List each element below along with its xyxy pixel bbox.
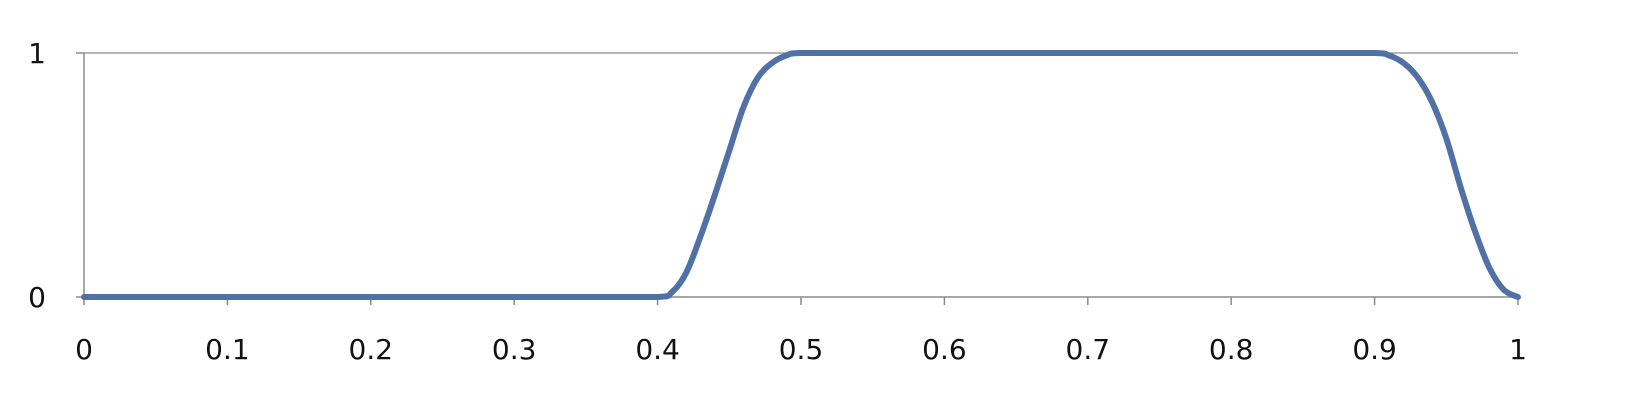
series-line: [81, 50, 1521, 300]
y-tick-label: 1: [28, 37, 46, 70]
x-tick-label: 0.9: [1352, 333, 1397, 366]
x-tick-label: 0: [75, 333, 93, 366]
x-tick-label: 0.1: [205, 333, 250, 366]
x-tick-label: 0.4: [635, 333, 680, 366]
x-tick-label: 0.2: [349, 333, 394, 366]
x-tick-label: 0.7: [1066, 333, 1111, 366]
series-layer: [81, 50, 1521, 300]
tick-labels: 0 1 0 0.1 0.2 0.3 0.4 0.5 0.6 0.7 0.8 0.9 1: [28, 37, 1527, 366]
x-tick-label: 1: [1509, 333, 1527, 366]
y-tick-label: 0: [28, 281, 46, 314]
x-tick-label: 0.3: [492, 333, 537, 366]
x-tick-label: 0.8: [1209, 333, 1254, 366]
x-tick-label: 0.6: [922, 333, 967, 366]
axes: [76, 52, 1519, 305]
x-tick-label: 0.5: [779, 333, 824, 366]
